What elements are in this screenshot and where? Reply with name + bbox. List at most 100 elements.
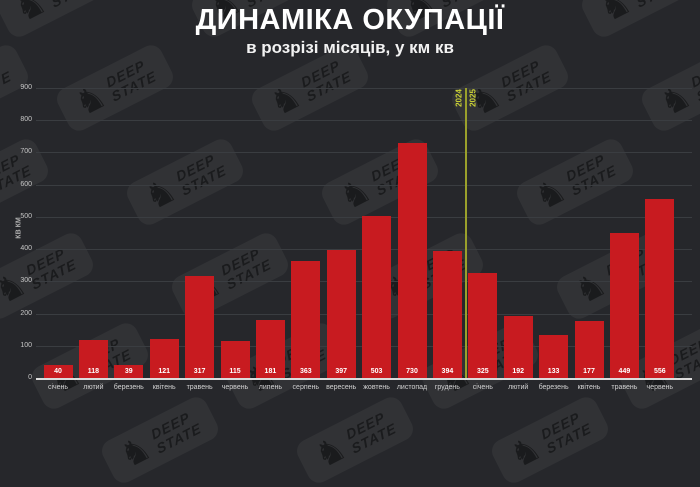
y-axis-tick-label: 400 xyxy=(20,245,32,253)
bar-value-label: 39 xyxy=(124,368,133,375)
y-axis-tick-label: 900 xyxy=(20,84,32,91)
bar xyxy=(114,365,144,378)
bar xyxy=(326,250,356,378)
bar-value-label: 394 xyxy=(441,368,454,375)
y-gridline xyxy=(36,184,692,186)
y-axis-tick-label: 800 xyxy=(20,116,32,124)
knight-icon: ♞ xyxy=(68,76,113,125)
bar xyxy=(362,215,392,378)
x-axis-month-label: серпень xyxy=(292,384,320,391)
knight-icon: ♞ xyxy=(528,170,573,219)
bar-value-label: 115 xyxy=(229,368,241,375)
x-axis-month-label: травень xyxy=(186,384,213,391)
bar xyxy=(539,335,569,378)
x-axis-line xyxy=(36,378,692,380)
x-axis-month-label: грудень xyxy=(434,384,460,391)
bar xyxy=(220,340,250,378)
y-axis-title: КВ КМ xyxy=(15,217,23,239)
x-axis-month-label: листопад xyxy=(396,384,428,391)
year-label-right: 2025 xyxy=(468,89,478,107)
bar-value-label: 177 xyxy=(583,368,595,375)
bar xyxy=(255,319,285,378)
y-gridline xyxy=(36,88,692,89)
x-axis-month-label: січень xyxy=(472,384,493,391)
bar-value-label: 397 xyxy=(335,368,348,375)
bar xyxy=(397,142,427,378)
bar xyxy=(609,233,639,378)
year-label-left: 2024 xyxy=(454,89,464,107)
year-divider-line xyxy=(464,88,467,378)
bar xyxy=(503,316,533,378)
bar xyxy=(468,273,498,378)
bar-value-label: 503 xyxy=(370,368,383,375)
bar xyxy=(432,251,462,378)
bar xyxy=(574,320,604,378)
x-axis-month-label: жовтень xyxy=(363,384,390,391)
bar xyxy=(78,339,108,378)
y-axis-tick-label: 0 xyxy=(28,374,32,381)
x-axis-month-label: квітень xyxy=(577,384,601,391)
chart-title: ДИНАМІКА ОКУПАЦІЇ xyxy=(195,4,505,36)
x-axis-month-label: травень xyxy=(611,384,638,391)
knight-icon: ♞ xyxy=(138,170,183,219)
bar-value-label: 449 xyxy=(618,368,631,375)
bar-value-label: 325 xyxy=(476,368,489,375)
knight-icon: ♞ xyxy=(263,76,308,125)
bar xyxy=(185,275,215,378)
y-axis-tick-label: 200 xyxy=(20,309,32,317)
knight-icon: ♞ xyxy=(503,428,548,477)
knight-icon: ♞ xyxy=(0,264,33,313)
y-axis-tick-label: 500 xyxy=(20,212,32,220)
knight-icon: ♞ xyxy=(653,76,698,125)
x-axis-month-label: лютий xyxy=(508,384,529,391)
chart-header: ДИНАМІКА ОКУПАЦІЇ в розрізі місяців, у к… xyxy=(0,4,700,58)
bar-value-label: 730 xyxy=(406,368,418,375)
bar-value-label: 192 xyxy=(512,368,525,375)
bar-value-label: 363 xyxy=(299,368,312,375)
bar-value-label: 118 xyxy=(87,368,100,375)
bar xyxy=(645,198,675,378)
knight-icon: ♞ xyxy=(333,170,378,219)
x-axis-month-label: липень xyxy=(258,384,282,391)
y-axis-tick-label: 300 xyxy=(20,277,32,285)
chart-subtitle: в розрізі місяців, у км кв xyxy=(246,38,454,57)
bar-value-label: 181 xyxy=(264,368,277,375)
x-axis-month-label: квітень xyxy=(152,384,176,391)
x-axis-month-label: червень xyxy=(221,384,249,391)
x-axis-month-label: червень xyxy=(646,384,674,391)
knight-icon: ♞ xyxy=(113,428,158,477)
y-axis-tick-label: 700 xyxy=(20,148,32,156)
knight-icon: ♞ xyxy=(568,264,613,313)
bar xyxy=(43,365,73,378)
bar-value-label: 133 xyxy=(547,368,560,375)
bar-value-label: 121 xyxy=(158,368,171,375)
x-axis-month-label: березень xyxy=(538,384,569,391)
x-axis-month-label: січень xyxy=(47,384,69,391)
x-axis-month-label: березень xyxy=(113,384,144,391)
bar xyxy=(291,261,321,378)
bar-value-label: 40 xyxy=(54,368,62,375)
y-axis-tick-label: 100 xyxy=(20,341,32,349)
y-gridline xyxy=(36,120,692,122)
knight-icon: ♞ xyxy=(308,428,353,477)
x-axis-month-label: вересень xyxy=(326,384,357,391)
